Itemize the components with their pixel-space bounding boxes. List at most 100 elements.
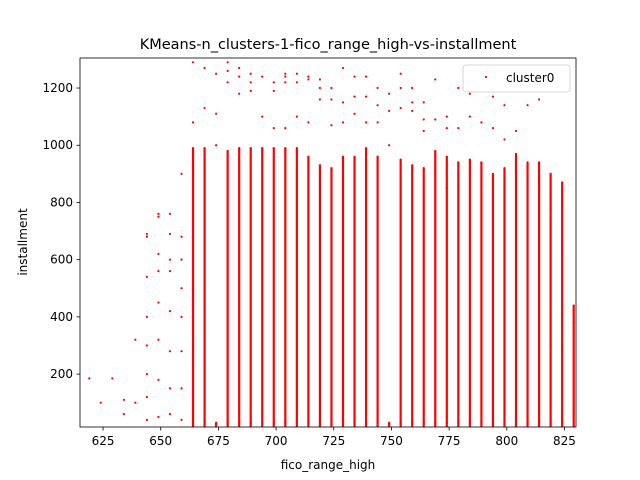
data-point <box>249 72 252 75</box>
data-point <box>457 126 460 130</box>
data-point <box>168 413 172 416</box>
data-point <box>157 270 160 273</box>
data-point <box>330 124 333 127</box>
data-point <box>215 144 218 147</box>
data-point <box>388 144 391 147</box>
data-point <box>238 66 241 70</box>
data-point <box>99 401 102 404</box>
data-point <box>284 75 287 78</box>
plot-frame <box>79 57 577 428</box>
data-point <box>215 72 218 75</box>
legend: cluster0 <box>462 64 571 93</box>
data-point <box>180 172 183 175</box>
data-point <box>122 398 125 401</box>
data-point <box>168 387 172 390</box>
data-point <box>180 350 183 353</box>
data-point <box>168 258 172 261</box>
data-point <box>122 413 125 416</box>
data-point <box>272 81 275 84</box>
data-point <box>88 377 91 380</box>
data-point <box>295 72 298 75</box>
data-point <box>341 121 345 124</box>
data-point <box>526 104 529 107</box>
data-point <box>215 112 218 115</box>
data-point <box>157 252 160 256</box>
data-point <box>284 72 287 75</box>
data-point <box>134 338 137 341</box>
data-point <box>514 129 518 133</box>
data-point <box>434 118 437 121</box>
data-point <box>318 78 322 81</box>
x-axis-ticks: 625 650 675 700 725 750 775 800 825 <box>92 427 576 448</box>
data-point <box>157 378 160 381</box>
y-tick-label: 1000 <box>42 138 73 152</box>
data-point <box>226 81 229 84</box>
data-point <box>445 126 448 130</box>
data-point <box>238 92 241 95</box>
data-point <box>330 86 333 90</box>
x-tick-label: 800 <box>495 434 518 448</box>
data-point <box>422 129 425 133</box>
y-tick-label: 600 <box>50 253 73 267</box>
data-point <box>145 395 148 399</box>
data-point <box>480 121 483 124</box>
data-point <box>145 235 148 238</box>
data-point <box>307 78 310 81</box>
data-point <box>191 61 195 64</box>
data-point <box>249 89 252 92</box>
data-point <box>411 101 414 104</box>
data-point <box>180 287 183 290</box>
data-point <box>168 232 172 236</box>
x-tick-label: 750 <box>380 434 403 448</box>
data-point <box>203 66 206 70</box>
data-point <box>145 418 148 421</box>
data-point <box>157 415 160 419</box>
x-tick-label: 725 <box>322 434 345 448</box>
data-point <box>134 401 137 404</box>
data-point <box>364 121 368 124</box>
data-point <box>249 81 252 84</box>
data-point <box>307 75 310 78</box>
y-tick-label: 400 <box>50 310 73 324</box>
data-point <box>168 270 172 273</box>
data-point <box>388 92 391 95</box>
x-tick-label: 675 <box>207 434 230 448</box>
data-point <box>261 115 264 118</box>
data-point <box>203 106 206 110</box>
data-point <box>434 78 437 81</box>
data-point <box>145 344 148 347</box>
data-point <box>399 72 402 75</box>
data-point <box>168 310 172 313</box>
y-tick-label: 1200 <box>42 81 73 95</box>
y-tick-label: 200 <box>50 367 73 381</box>
data-point <box>388 109 391 113</box>
data-point <box>180 235 183 238</box>
data-point <box>180 418 183 421</box>
data-point <box>491 126 495 130</box>
data-point <box>180 387 183 390</box>
data-point <box>226 61 229 64</box>
data-point <box>364 75 368 78</box>
data-point <box>422 101 425 104</box>
data-point <box>422 118 425 121</box>
data-point <box>272 89 275 92</box>
data-point <box>468 115 471 118</box>
data-point <box>168 350 172 353</box>
data-point <box>318 98 322 101</box>
data-point <box>376 121 379 124</box>
data-point <box>157 338 160 341</box>
data-point <box>145 232 148 236</box>
x-tick-label: 700 <box>265 434 288 448</box>
data-point <box>364 95 368 98</box>
data-point <box>180 315 183 318</box>
x-tick-label: 825 <box>553 434 576 448</box>
data-point <box>376 86 379 90</box>
data-point <box>537 98 541 101</box>
x-tick-label: 775 <box>438 434 461 448</box>
data-point <box>295 81 298 84</box>
data-point <box>272 126 275 130</box>
legend-marker <box>484 75 488 79</box>
data-point <box>111 377 114 380</box>
data-point <box>261 75 264 78</box>
